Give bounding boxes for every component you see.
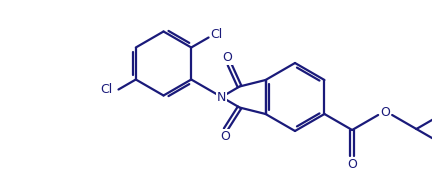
Text: Cl: Cl <box>100 83 113 96</box>
Text: Cl: Cl <box>210 28 222 41</box>
Text: O: O <box>221 130 231 143</box>
Text: O: O <box>347 157 357 171</box>
Text: O: O <box>222 51 232 64</box>
Text: N: N <box>217 91 226 103</box>
Text: O: O <box>380 105 390 119</box>
